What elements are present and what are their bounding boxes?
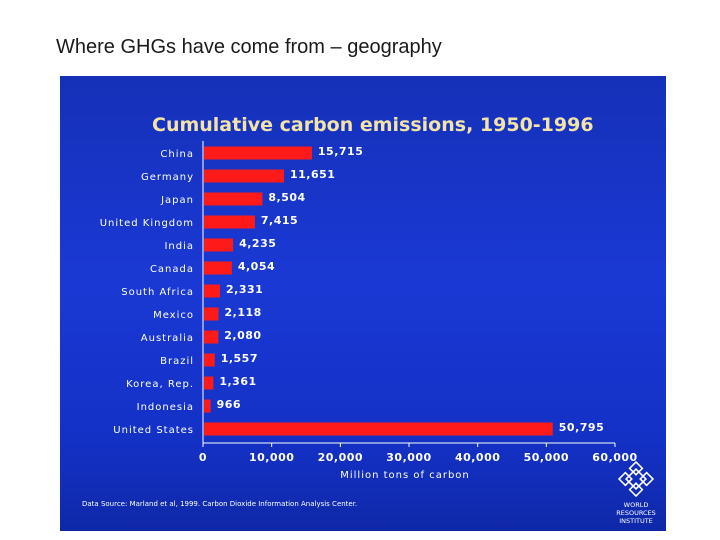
category-label: United States bbox=[113, 425, 194, 436]
x-tick-label: 60,000 bbox=[592, 451, 637, 464]
x-tick-label: 40,000 bbox=[455, 451, 500, 464]
world-resources-institute-logo-icon bbox=[617, 460, 655, 498]
x-axis-group: 0 10,000 20,000 30,000 40,000 50,000 60,000 bbox=[199, 141, 637, 464]
value-label: 2,080 bbox=[224, 329, 261, 342]
data-source-note: Data Source: Marland et al, 1999. Carbon… bbox=[82, 500, 357, 508]
bar bbox=[204, 307, 219, 321]
category-label: Indonesia bbox=[137, 402, 194, 413]
bar bbox=[204, 422, 553, 436]
bar bbox=[204, 261, 232, 275]
value-label: 1,361 bbox=[219, 375, 256, 388]
value-label: 15,715 bbox=[318, 145, 363, 158]
chart-panel: Cumulative carbon emissions, 1950-1996 C… bbox=[60, 76, 666, 531]
bar bbox=[204, 192, 263, 206]
category-label: Canada bbox=[150, 264, 194, 275]
category-label: United Kingdom bbox=[100, 218, 194, 229]
category-label: Korea, Rep. bbox=[126, 379, 194, 390]
bar-chart: Cumulative carbon emissions, 1950-1996 C… bbox=[82, 114, 656, 525]
wri-logo-line-1: WORLD bbox=[624, 501, 649, 509]
category-label: Mexico bbox=[153, 310, 194, 321]
value-label: 11,651 bbox=[290, 168, 335, 181]
bar bbox=[204, 376, 214, 390]
wri-logo-line-2: RESOURCES bbox=[616, 509, 656, 517]
category-label: Brazil bbox=[160, 356, 194, 367]
category-label: Australia bbox=[141, 333, 194, 344]
x-axis-label: Million tons of carbon bbox=[340, 470, 470, 481]
value-label: 50,795 bbox=[559, 421, 604, 434]
value-label: 7,415 bbox=[261, 214, 298, 227]
bar bbox=[204, 353, 215, 367]
x-tick-label: 50,000 bbox=[524, 451, 569, 464]
bar bbox=[204, 399, 211, 413]
value-label: 2,331 bbox=[226, 283, 263, 296]
bar bbox=[204, 215, 255, 229]
value-label: 2,118 bbox=[225, 306, 262, 319]
bar bbox=[204, 284, 221, 298]
category-label: China bbox=[160, 149, 194, 160]
chart-title: Cumulative carbon emissions, 1950-1996 bbox=[152, 114, 594, 136]
category-label: India bbox=[164, 241, 194, 252]
bar bbox=[204, 169, 285, 183]
x-tick-label: 10,000 bbox=[249, 451, 294, 464]
wri-logo-line-3: INSTITUTE bbox=[619, 517, 653, 525]
bars-group: China 15,715 Germany 11,651 Japan 8,504 United… bbox=[100, 145, 604, 436]
bar bbox=[204, 146, 312, 160]
x-tick-label: 0 bbox=[199, 451, 207, 464]
value-label: 4,054 bbox=[238, 260, 275, 273]
x-tick-label: 30,000 bbox=[386, 451, 431, 464]
bar bbox=[204, 238, 234, 252]
value-label: 966 bbox=[217, 398, 241, 411]
value-label: 8,504 bbox=[268, 191, 305, 204]
category-label: Japan bbox=[160, 195, 194, 206]
value-label: 1,557 bbox=[221, 352, 258, 365]
value-label: 4,235 bbox=[239, 237, 276, 250]
category-label: Germany bbox=[141, 172, 194, 183]
category-label: South Africa bbox=[121, 287, 194, 298]
x-tick-label: 20,000 bbox=[318, 451, 363, 464]
slide-title: Where GHGs have come from – geography bbox=[56, 36, 442, 58]
wri-logo bbox=[617, 460, 655, 498]
bar bbox=[204, 330, 219, 344]
